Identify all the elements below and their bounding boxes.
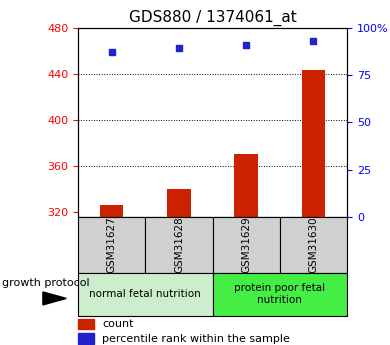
Text: GSM31628: GSM31628 bbox=[174, 217, 184, 273]
Bar bbox=[78, 273, 213, 316]
Bar bbox=[167, 189, 191, 217]
Text: count: count bbox=[102, 319, 134, 329]
Bar bbox=[213, 217, 280, 273]
Title: GDS880 / 1374061_at: GDS880 / 1374061_at bbox=[129, 10, 296, 26]
Text: GSM31627: GSM31627 bbox=[106, 217, 117, 273]
Bar bbox=[100, 205, 123, 217]
Text: percentile rank within the sample: percentile rank within the sample bbox=[102, 334, 290, 344]
Bar bbox=[280, 217, 347, 273]
Text: GSM31630: GSM31630 bbox=[308, 217, 319, 273]
Text: growth protocol: growth protocol bbox=[2, 278, 89, 288]
Point bbox=[176, 46, 182, 51]
Bar bbox=[78, 333, 94, 344]
Bar bbox=[302, 70, 325, 217]
Point bbox=[310, 38, 317, 43]
Point bbox=[243, 42, 249, 47]
Bar bbox=[145, 217, 213, 273]
Bar bbox=[78, 319, 94, 329]
Bar bbox=[234, 154, 258, 217]
Text: normal fetal nutrition: normal fetal nutrition bbox=[89, 289, 201, 299]
Bar bbox=[78, 217, 145, 273]
Text: GSM31629: GSM31629 bbox=[241, 217, 251, 273]
Polygon shape bbox=[43, 292, 66, 305]
Point bbox=[108, 49, 115, 55]
Text: protein poor fetal
nutrition: protein poor fetal nutrition bbox=[234, 283, 325, 305]
Bar bbox=[213, 273, 347, 316]
